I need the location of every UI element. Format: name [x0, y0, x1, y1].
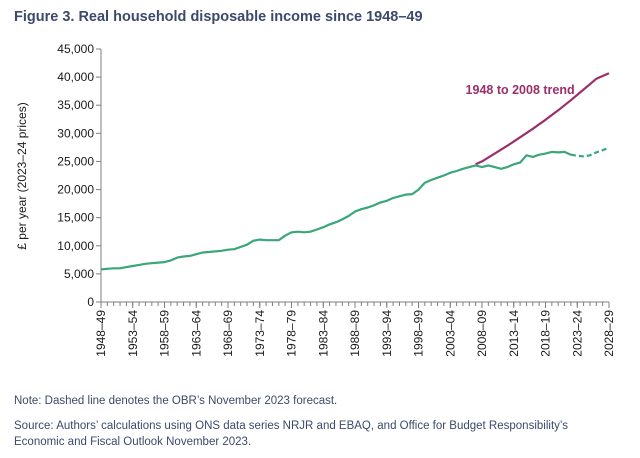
- y-tick-label: 25,000: [57, 154, 94, 168]
- x-tick-label: 2028–29: [602, 310, 616, 357]
- x-tick-label: 1988–89: [348, 310, 362, 357]
- x-axis: 1948–49 1953–54 1958–59 1963–64 1968–69 1973–…: [94, 301, 616, 357]
- x-tick-label: 1953–54: [126, 310, 140, 357]
- series-line-obr-forecast: [570, 146, 610, 158]
- x-tick-label: 2018–19: [539, 310, 553, 357]
- line-chart: 0 5,000 10,000 15,000 20,000 25,000 30,000 35,0…: [15, 42, 616, 357]
- x-tick-label: 1978–79: [285, 310, 299, 357]
- y-axis-label: £ per year (2023–24 prices): [15, 102, 29, 249]
- x-tick-label: 1983–84: [316, 310, 330, 357]
- series-line-actual: [100, 150, 572, 271]
- x-tick-label: 1968–69: [221, 310, 235, 357]
- chart-title: Figure 3. Real household disposable inco…: [14, 9, 423, 25]
- y-tick-label: 45,000: [57, 42, 94, 56]
- x-tick-label: 2008–09: [475, 310, 489, 357]
- y-tick-label: 15,000: [57, 211, 94, 225]
- series-line-1948-to-2008-trend: [475, 72, 610, 166]
- y-tick-label: 20,000: [57, 183, 94, 197]
- x-tick-label: 2023–24: [570, 310, 584, 357]
- y-tick-label: 5,000: [64, 267, 94, 281]
- trend-annotation: 1948 to 2008 trend: [466, 83, 575, 97]
- x-tick-label: 2003–04: [443, 310, 457, 357]
- chart-source: Source: Authors’ calculations using ONS …: [14, 420, 568, 448]
- y-tick-label: 35,000: [57, 98, 94, 112]
- y-tick-label: 30,000: [57, 126, 94, 140]
- y-tick-label: 0: [87, 295, 94, 309]
- x-tick-label: 1958–59: [158, 310, 172, 357]
- x-tick-label: 1948–49: [94, 310, 108, 357]
- y-axis: 0 5,000 10,000 15,000 20,000 25,000 30,000 35,0…: [57, 42, 102, 309]
- x-tick-label: 1963–64: [189, 310, 203, 357]
- x-tick-label: 1993–94: [380, 310, 394, 357]
- x-tick-label: 1973–74: [253, 310, 267, 357]
- series-group: [100, 72, 610, 271]
- chart-note: Note: Dashed line denotes the OBR’s Nove…: [14, 395, 338, 407]
- x-tick-label: 2013–14: [507, 310, 521, 357]
- y-tick-label: 40,000: [57, 70, 94, 84]
- y-tick-label: 10,000: [57, 239, 94, 253]
- x-tick-label: 1998–99: [412, 310, 426, 357]
- annotations: 1948 to 2008 trend: [466, 83, 575, 97]
